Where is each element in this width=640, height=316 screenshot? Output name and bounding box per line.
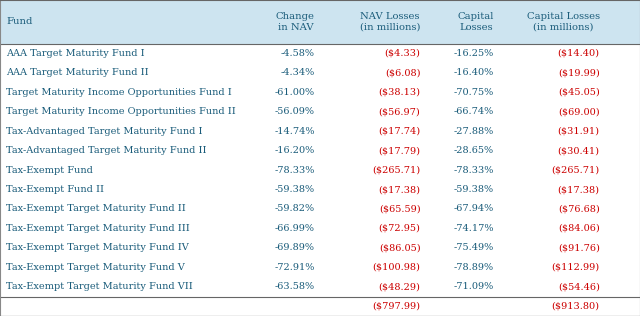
Text: ($265.71): ($265.71) — [552, 166, 600, 174]
Text: -71.09%: -71.09% — [454, 282, 494, 291]
Text: ($76.68): ($76.68) — [558, 204, 600, 214]
Text: Fund: Fund — [6, 17, 33, 26]
Text: ($14.40): ($14.40) — [557, 49, 600, 58]
Bar — [0, 44, 640, 63]
Text: -27.88%: -27.88% — [454, 127, 494, 136]
Text: -16.25%: -16.25% — [454, 49, 494, 58]
Text: -63.58%: -63.58% — [275, 282, 315, 291]
Bar — [0, 199, 640, 219]
Text: -14.74%: -14.74% — [275, 127, 315, 136]
Bar — [0, 63, 640, 82]
Text: ($4.33): ($4.33) — [385, 49, 420, 58]
Text: -56.09%: -56.09% — [275, 107, 315, 116]
Bar — [0, 141, 640, 160]
Text: Capital
Losses: Capital Losses — [458, 12, 494, 32]
Text: -72.91%: -72.91% — [275, 263, 315, 272]
Text: ($56.97): ($56.97) — [379, 107, 420, 116]
Text: Capital Losses
(in millions): Capital Losses (in millions) — [527, 12, 600, 32]
Text: Target Maturity Income Opportunities Fund II: Target Maturity Income Opportunities Fun… — [6, 107, 236, 116]
Text: -4.58%: -4.58% — [281, 49, 315, 58]
Text: Tax-Exempt Target Maturity Fund V: Tax-Exempt Target Maturity Fund V — [6, 263, 185, 272]
Text: Tax-Exempt Target Maturity Fund IV: Tax-Exempt Target Maturity Fund IV — [6, 243, 189, 252]
Text: -78.89%: -78.89% — [454, 263, 494, 272]
Text: Tax-Exempt Target Maturity Fund II: Tax-Exempt Target Maturity Fund II — [6, 204, 186, 214]
Text: ($913.80): ($913.80) — [552, 302, 600, 311]
Text: Tax-Exempt Fund II: Tax-Exempt Fund II — [6, 185, 104, 194]
Text: -59.38%: -59.38% — [454, 185, 494, 194]
Text: Tax-Exempt Target Maturity Fund VII: Tax-Exempt Target Maturity Fund VII — [6, 282, 193, 291]
Text: AAA Target Maturity Fund II: AAA Target Maturity Fund II — [6, 68, 149, 77]
Text: -59.38%: -59.38% — [275, 185, 315, 194]
Text: Tax-Exempt Fund: Tax-Exempt Fund — [6, 166, 93, 174]
Text: ($112.99): ($112.99) — [552, 263, 600, 272]
Text: ($48.29): ($48.29) — [379, 282, 420, 291]
Text: Tax-Advantaged Target Maturity Fund II: Tax-Advantaged Target Maturity Fund II — [6, 146, 207, 155]
Text: ($17.79): ($17.79) — [378, 146, 420, 155]
Text: -78.33%: -78.33% — [454, 166, 494, 174]
Bar — [0, 238, 640, 258]
Text: Tax-Exempt Target Maturity Fund III: Tax-Exempt Target Maturity Fund III — [6, 224, 190, 233]
Text: Target Maturity Income Opportunities Fund I: Target Maturity Income Opportunities Fun… — [6, 88, 232, 97]
Text: -16.40%: -16.40% — [454, 68, 494, 77]
Text: ($65.59): ($65.59) — [379, 204, 420, 214]
Bar — [0, 219, 640, 238]
Text: NAV Losses
(in millions): NAV Losses (in millions) — [360, 12, 420, 32]
Text: ($69.00): ($69.00) — [558, 107, 600, 116]
Bar — [0, 277, 640, 296]
Text: -59.82%: -59.82% — [275, 204, 315, 214]
Text: ($72.95): ($72.95) — [379, 224, 420, 233]
Text: ($31.91): ($31.91) — [557, 127, 600, 136]
Text: ($797.99): ($797.99) — [372, 302, 420, 311]
Text: ($100.98): ($100.98) — [372, 263, 420, 272]
Text: ($30.41): ($30.41) — [557, 146, 600, 155]
Text: ($6.08): ($6.08) — [385, 68, 420, 77]
Text: -4.34%: -4.34% — [280, 68, 315, 77]
Text: -66.99%: -66.99% — [275, 224, 315, 233]
Bar — [0, 0, 640, 44]
Bar — [0, 180, 640, 199]
Text: -16.20%: -16.20% — [275, 146, 315, 155]
Text: ($17.74): ($17.74) — [378, 127, 420, 136]
Text: ($19.99): ($19.99) — [558, 68, 600, 77]
Bar — [0, 82, 640, 102]
Text: ($91.76): ($91.76) — [558, 243, 600, 252]
Text: ($45.05): ($45.05) — [558, 88, 600, 97]
Text: -66.74%: -66.74% — [454, 107, 494, 116]
Text: ($84.06): ($84.06) — [558, 224, 600, 233]
Text: -28.65%: -28.65% — [454, 146, 494, 155]
Text: -61.00%: -61.00% — [275, 88, 315, 97]
Text: ($17.38): ($17.38) — [557, 185, 600, 194]
Bar — [0, 296, 640, 316]
Text: -67.94%: -67.94% — [454, 204, 494, 214]
Text: ($17.38): ($17.38) — [378, 185, 420, 194]
Text: -75.49%: -75.49% — [454, 243, 494, 252]
Text: -74.17%: -74.17% — [454, 224, 494, 233]
Text: Tax-Advantaged Target Maturity Fund I: Tax-Advantaged Target Maturity Fund I — [6, 127, 203, 136]
Bar — [0, 102, 640, 121]
Text: -78.33%: -78.33% — [275, 166, 315, 174]
Text: ($38.13): ($38.13) — [378, 88, 420, 97]
Bar — [0, 258, 640, 277]
Bar — [0, 121, 640, 141]
Text: -69.89%: -69.89% — [275, 243, 315, 252]
Text: ($86.05): ($86.05) — [379, 243, 420, 252]
Text: -70.75%: -70.75% — [454, 88, 494, 97]
Text: ($265.71): ($265.71) — [372, 166, 420, 174]
Text: ($54.46): ($54.46) — [558, 282, 600, 291]
Bar — [0, 160, 640, 180]
Text: Change
in NAV: Change in NAV — [276, 12, 315, 32]
Text: AAA Target Maturity Fund I: AAA Target Maturity Fund I — [6, 49, 145, 58]
